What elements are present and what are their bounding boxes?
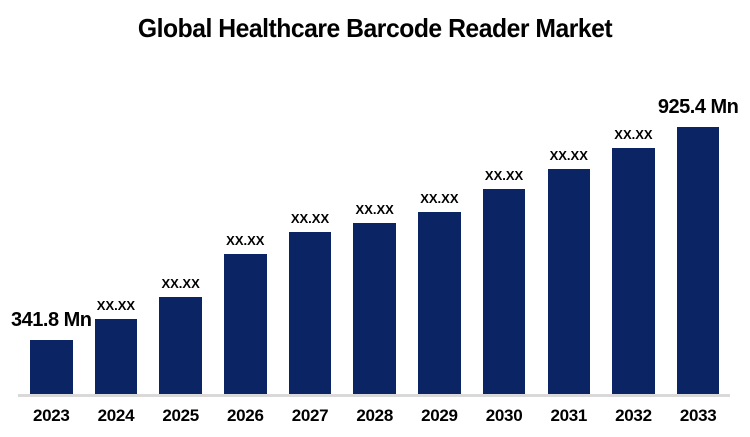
value-label-2031: XX.XX bbox=[549, 148, 588, 164]
value-label-2023: 341.8 Mn bbox=[11, 309, 92, 331]
x-tick-2027: 2027 bbox=[291, 406, 329, 425]
bar-2029 bbox=[418, 212, 461, 394]
bar-2027 bbox=[288, 232, 332, 394]
x-tick-2023: 2023 bbox=[32, 406, 70, 425]
value-label-2029: XX.XX bbox=[420, 191, 459, 207]
bar-2025 bbox=[159, 297, 202, 394]
bar-column-2030: XX.XX bbox=[482, 168, 526, 394]
bar-column-2033: 925.4 Mn bbox=[658, 97, 739, 394]
bar-column-2028: XX.XX bbox=[353, 203, 396, 394]
bar-2023 bbox=[30, 340, 73, 394]
bar-column-2023: 341.8 Mn bbox=[11, 310, 92, 394]
x-tick-2031: 2031 bbox=[550, 406, 588, 425]
x-tick-2032: 2032 bbox=[615, 406, 652, 425]
bar-column-2025: XX.XX bbox=[159, 277, 202, 394]
x-tick-2026: 2026 bbox=[227, 406, 264, 425]
value-label-2033: 925.4 Mn bbox=[657, 96, 739, 118]
bar-column-2029: XX.XX bbox=[418, 192, 461, 394]
value-label-2026: XX.XX bbox=[226, 233, 265, 249]
bar-2024 bbox=[94, 319, 138, 394]
bar-column-2024: XX.XX bbox=[94, 298, 138, 394]
x-axis-line bbox=[18, 394, 730, 397]
x-tick-2028: 2028 bbox=[356, 406, 393, 425]
x-tick-2030: 2030 bbox=[485, 406, 523, 425]
value-label-2032: XX.XX bbox=[614, 127, 653, 143]
value-label-2030: XX.XX bbox=[484, 168, 524, 184]
x-axis-ticks: 2023 2024 2025 2026 2027 2028 2029 2030 2031 2032… bbox=[30, 406, 719, 426]
bar-2030 bbox=[482, 189, 526, 394]
x-tick-2029: 2029 bbox=[421, 406, 458, 425]
bar-column-2032: XX.XX bbox=[612, 128, 655, 394]
bar-2028 bbox=[353, 223, 396, 394]
value-label-2027: XX.XX bbox=[290, 211, 330, 227]
value-label-2028: XX.XX bbox=[355, 202, 394, 218]
value-label-2024: XX.XX bbox=[96, 298, 136, 314]
value-label-2025: XX.XX bbox=[161, 276, 200, 292]
bar-column-2026: XX.XX bbox=[224, 234, 267, 394]
bar-column-2027: XX.XX bbox=[288, 211, 332, 394]
chart-title: Global Healthcare Barcode Reader Market bbox=[137, 13, 613, 43]
x-tick-2024: 2024 bbox=[97, 406, 135, 425]
x-tick-2033: 2033 bbox=[679, 406, 717, 425]
bar-2026 bbox=[224, 254, 267, 394]
bar-2031 bbox=[547, 169, 590, 394]
bars-row: 341.8 Mn XX.XX XX.XX XX.XX XX.XX XX.XX XX.XX XX… bbox=[11, 97, 739, 394]
bar-2032 bbox=[612, 148, 655, 394]
bar-2033 bbox=[676, 127, 720, 394]
bar-column-2031: XX.XX bbox=[547, 148, 590, 394]
x-tick-2025: 2025 bbox=[162, 406, 199, 425]
